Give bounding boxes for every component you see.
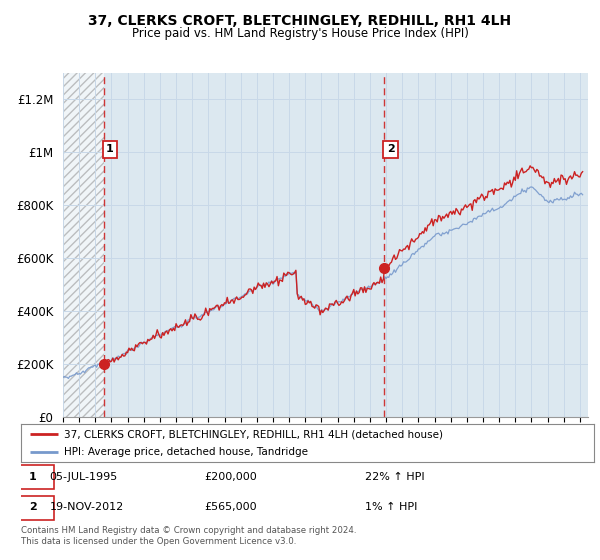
Text: Price paid vs. HM Land Registry's House Price Index (HPI): Price paid vs. HM Land Registry's House … (131, 27, 469, 40)
Bar (63, 73, 104, 417)
Text: 2: 2 (387, 144, 394, 154)
Text: 05-JUL-1995: 05-JUL-1995 (50, 472, 118, 482)
Text: Contains HM Land Registry data © Crown copyright and database right 2024.
This d: Contains HM Land Registry data © Crown c… (21, 526, 356, 546)
Text: 1: 1 (29, 472, 37, 482)
FancyBboxPatch shape (13, 465, 54, 489)
Text: £200,000: £200,000 (205, 472, 257, 482)
Text: 1% ↑ HPI: 1% ↑ HPI (365, 502, 417, 512)
Text: 22% ↑ HPI: 22% ↑ HPI (365, 472, 424, 482)
Text: 37, CLERKS CROFT, BLETCHINGLEY, REDHILL, RH1 4LH: 37, CLERKS CROFT, BLETCHINGLEY, REDHILL,… (88, 14, 512, 28)
Text: HPI: Average price, detached house, Tandridge: HPI: Average price, detached house, Tand… (64, 447, 308, 458)
FancyBboxPatch shape (13, 496, 54, 520)
Text: 1: 1 (106, 144, 114, 154)
Text: 2: 2 (29, 502, 37, 512)
Text: 37, CLERKS CROFT, BLETCHINGLEY, REDHILL, RH1 4LH (detached house): 37, CLERKS CROFT, BLETCHINGLEY, REDHILL,… (64, 429, 443, 439)
Text: £565,000: £565,000 (205, 502, 257, 512)
Text: 19-NOV-2012: 19-NOV-2012 (50, 502, 124, 512)
